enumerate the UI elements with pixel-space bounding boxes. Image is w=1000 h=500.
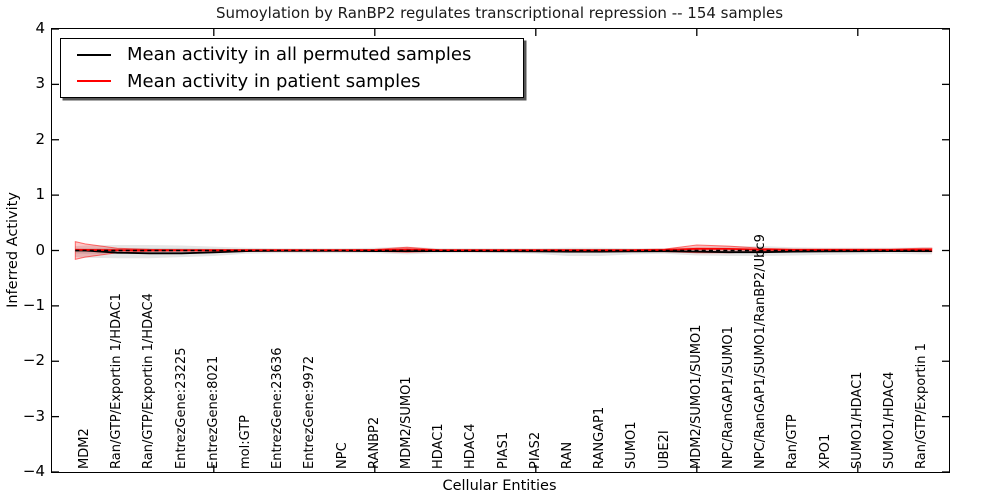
legend-line-black (77, 53, 111, 56)
x-category-label: PIAS2 (527, 431, 543, 469)
chart-title: Sumoylation by RanBP2 regulates transcri… (215, 4, 784, 22)
x-category-label: Ran/GTP/Exportin 1/HDAC4 (141, 293, 157, 469)
x-category-label: RANGAP1 (592, 406, 608, 469)
y-tick-label: −2 (22, 351, 45, 370)
x-category-label: RANBP2 (366, 416, 382, 469)
legend-label: Mean activity in patient samples (127, 70, 421, 92)
x-category-label: mol:GTP (238, 415, 253, 469)
legend-item-patient: Mean activity in patient samples (61, 71, 523, 92)
x-category-label: EntrezGene:23636 (270, 347, 286, 469)
x-axis-label: Cellular Entities (442, 478, 557, 494)
x-category-label: NPC/RanGAP1/SUMO1/RanBP2/Ubc9 (753, 234, 769, 469)
plot-area: MDM2 Ran/GTP/Exportin 1/HDAC1 Ran/GTP/Expo… (51, 28, 950, 473)
x-category-label: EntrezGene:23225 (173, 347, 189, 469)
y-tick-label: −1 (22, 295, 45, 314)
x-category-label: Ran/GTP (785, 414, 801, 469)
y-tick-label: −3 (22, 406, 45, 425)
x-category-label: SUMO1 (624, 421, 640, 470)
y-tick-label: 3 (35, 74, 45, 93)
x-category-label: MDM2/SUMO1/SUMO1 (688, 324, 704, 469)
chart-canvas (52, 29, 949, 472)
y-tick-label: −4 (22, 462, 45, 480)
legend: Mean activity in all permuted samples Me… (60, 38, 524, 98)
x-category-label: Ran/GTP/Exportin 1 (914, 343, 930, 469)
y-tick-label: 1 (35, 185, 45, 204)
x-category-label: UBE2I (656, 430, 672, 469)
x-category-label: Ran/GTP/Exportin 1/HDAC1 (109, 293, 125, 469)
x-category-label: EntrezGene:9972 (302, 355, 318, 469)
x-category-label: XPO1 (817, 433, 833, 469)
y-tick-label: 4 (35, 19, 45, 37)
x-category-label: MDM2/SUMO1 (399, 376, 414, 469)
x-category-label: SUMO1/HDAC1 (849, 371, 865, 469)
x-category-label: HDAC4 (463, 423, 479, 469)
x-category-label: NPC/RanGAP1/SUMO1 (721, 326, 736, 469)
y-tick-label: 2 (35, 129, 45, 148)
legend-label: Mean activity in all permuted samples (127, 44, 472, 66)
legend-line-red (77, 80, 111, 83)
x-category-label: MDM2 (77, 428, 92, 469)
x-category-label: HDAC1 (431, 423, 447, 469)
x-category-label: PIAS1 (495, 431, 511, 469)
y-tick-label: 0 (35, 240, 45, 259)
x-category-label: RAN (560, 441, 575, 469)
x-category-label: NPC (334, 442, 350, 469)
x-category-label: EntrezGene:8021 (205, 355, 221, 469)
x-category-label: SUMO1/HDAC4 (882, 371, 897, 469)
legend-item-permuted: Mean activity in all permuted samples (61, 44, 523, 65)
